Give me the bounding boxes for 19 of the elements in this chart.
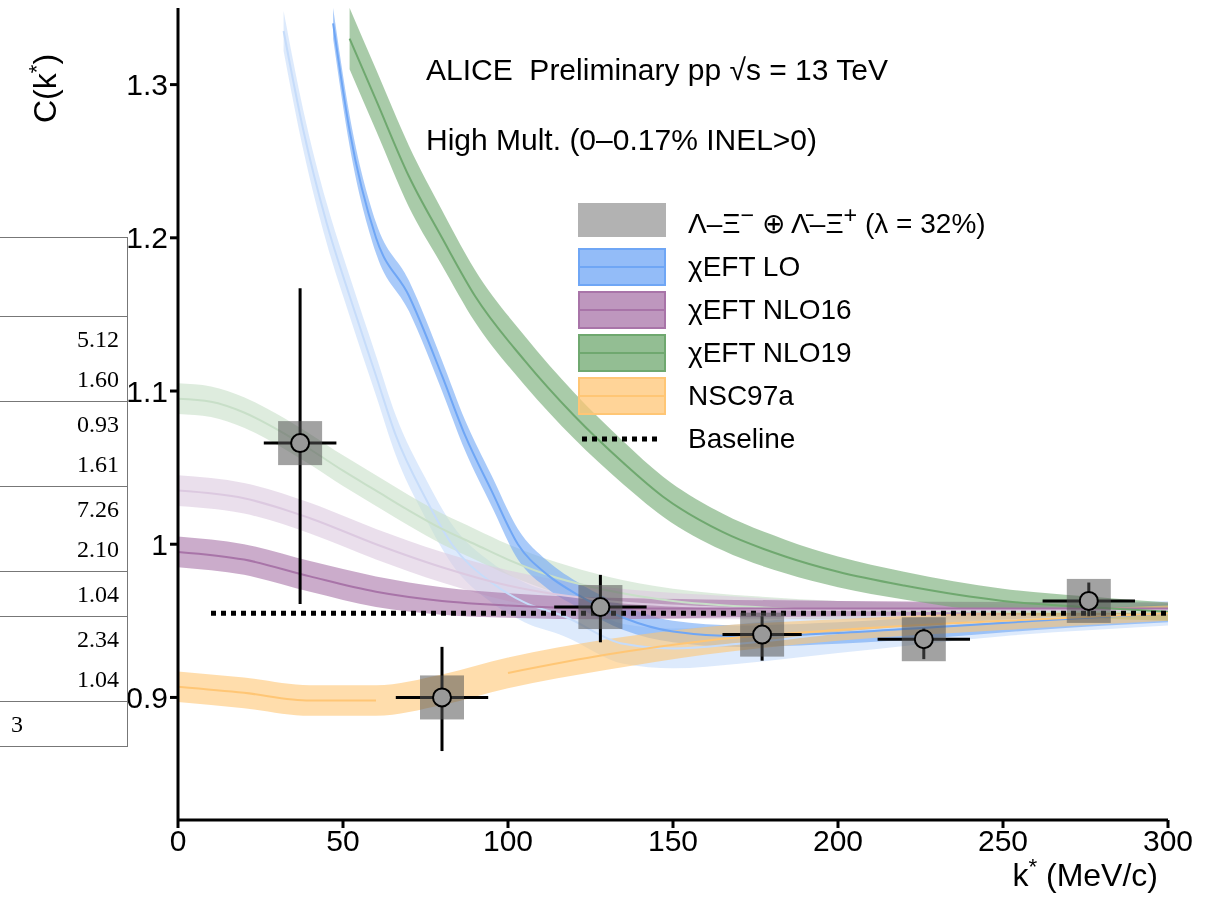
x-tick-label: 150 xyxy=(647,824,699,858)
legend-label: χEFT LO xyxy=(688,250,801,285)
y-tick-label: 1.3 xyxy=(126,68,168,102)
y-tick-label: 0.9 xyxy=(126,681,168,715)
legend-label: Baseline xyxy=(688,422,796,457)
x-tick-label: 0 xyxy=(169,824,187,858)
text: High Mult. (0–0.17% INEL>0) xyxy=(426,123,818,156)
y-tick-label: 1.1 xyxy=(126,374,168,408)
x-tick-label: 200 xyxy=(812,824,864,858)
x-tick-label: 100 xyxy=(482,824,534,858)
y-tick-label: 1.2 xyxy=(126,221,168,255)
legend-label: χEFT NLO16 xyxy=(688,293,852,328)
legend-label: NSC97a xyxy=(688,379,794,414)
table-outline: 5.12 1.60 0.93 1.61 7.26 2.10 1.04 2.34 1.04 3 xyxy=(0,237,128,747)
legend-label: Λ–Ξ$^{−}$ ⊕ Λ̄–Ξ$^{+}$ (λ = 32%) xyxy=(688,201,986,242)
text: ALICE Preliminary pp √s = 13 TeV xyxy=(426,53,888,86)
x-tick-label: 50 xyxy=(326,824,360,858)
y-tick-label: 1 xyxy=(151,527,168,561)
legend-label: χEFT NLO19 xyxy=(688,336,852,371)
